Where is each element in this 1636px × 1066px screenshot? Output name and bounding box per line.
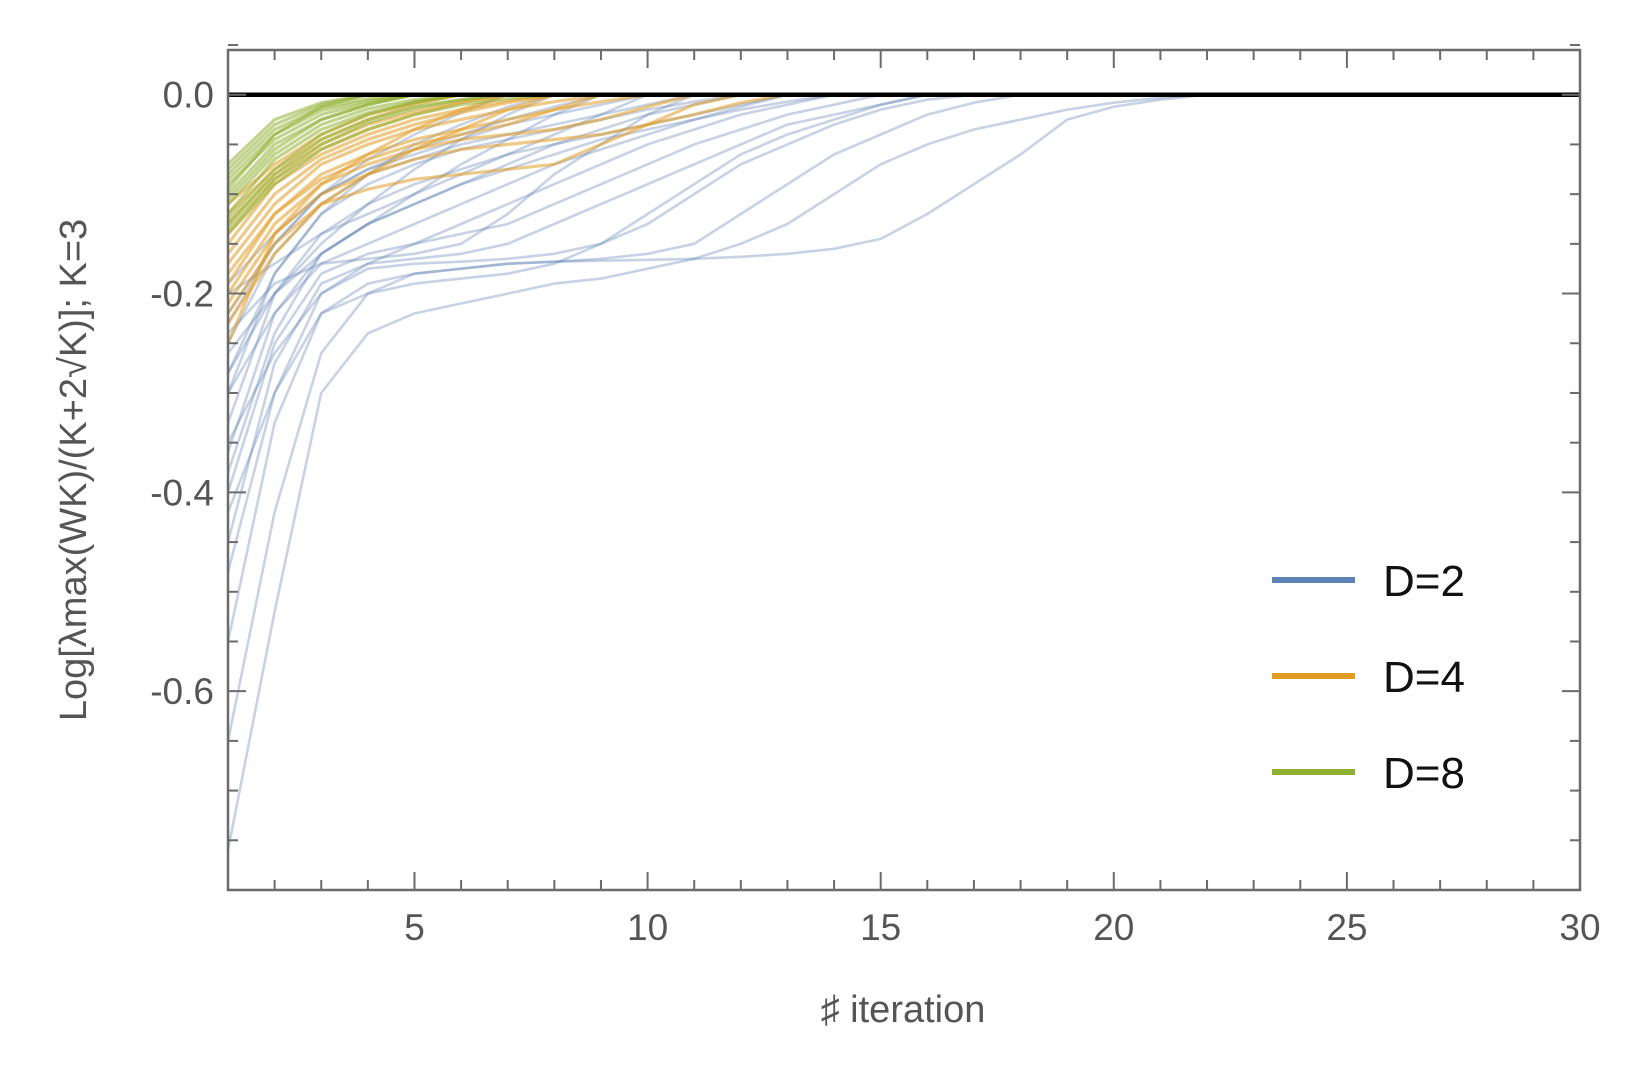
series-layer (228, 93, 1208, 851)
x-tick-label: 20 (1093, 907, 1134, 948)
y-tick-label: 0.0 (163, 75, 214, 116)
ticks-layer (227, 44, 1581, 891)
trajectory-D=2-4 (228, 93, 928, 543)
y-tick-label: -0.2 (150, 274, 214, 315)
trajectory-D=2-14 (228, 93, 695, 335)
trajectory-D=2-15 (228, 93, 648, 315)
trajectory-D=8-0 (228, 93, 555, 235)
trajectory-D=2-8 (228, 93, 835, 444)
series-D=8 (228, 93, 555, 235)
plot-frame (226, 48, 1582, 892)
trajectory-D=2-7 (228, 93, 835, 473)
trajectory-D=2-11 (228, 93, 741, 374)
trajectory-D=2-10 (228, 93, 788, 394)
x-tick-label: 5 (404, 907, 425, 948)
x-tick-label: 10 (627, 907, 668, 948)
x-tick-label: 25 (1326, 907, 1367, 948)
y-tick-label: -0.6 (150, 671, 214, 712)
x-tick-label: 15 (860, 907, 901, 948)
trajectory-D=8-9 (228, 93, 369, 166)
trajectory-D=2-3 (228, 93, 975, 573)
trajectory-D=8-12 (228, 93, 508, 230)
trajectory-D=2-2 (228, 93, 1021, 642)
trajectory-D=2-12 (228, 93, 742, 355)
trajectory-D=8-13 (228, 93, 369, 191)
trajectory-D=2-6 (228, 93, 881, 493)
trajectory-D=4-1 (228, 93, 695, 295)
trajectory-D=2-0 (228, 93, 1208, 851)
trajectory-D=2-1 (228, 93, 1208, 742)
trajectory-D=4-13 (228, 93, 555, 325)
x-tick-labels: 5 10 15 20 25 30 (404, 907, 1600, 948)
legend-label-D=2: D=2 (1383, 557, 1465, 606)
trajectory-D=8-3 (228, 93, 462, 206)
y-tick-label: -0.4 (150, 472, 214, 513)
y-axis-label: Log[λmax(WK)/(K+2√K)]; K=3 (53, 219, 95, 721)
trajectory-D=8-10 (228, 93, 462, 221)
trajectory-D=4-2 (228, 93, 648, 285)
x-tick-label: 30 (1559, 907, 1600, 948)
legend: D=2 D=4 D=8 (1272, 557, 1465, 798)
legend-label-D=8: D=8 (1383, 749, 1465, 798)
trajectory-D=2-18 (228, 93, 602, 454)
trajectory-D=2-20 (228, 93, 555, 374)
trajectory-D=4-12 (228, 93, 788, 305)
trajectory-D=4-4 (228, 93, 555, 255)
y-tick-labels: 0.0 -0.2 -0.4 -0.6 (150, 75, 214, 712)
trajectory-D=8-11 (228, 93, 415, 201)
trajectory-D=4-10 (228, 93, 602, 275)
x-axis-label: ♯ iteration (821, 989, 986, 1031)
trajectory-D=2-5 (228, 93, 928, 513)
legend-label-D=4: D=4 (1383, 653, 1465, 702)
